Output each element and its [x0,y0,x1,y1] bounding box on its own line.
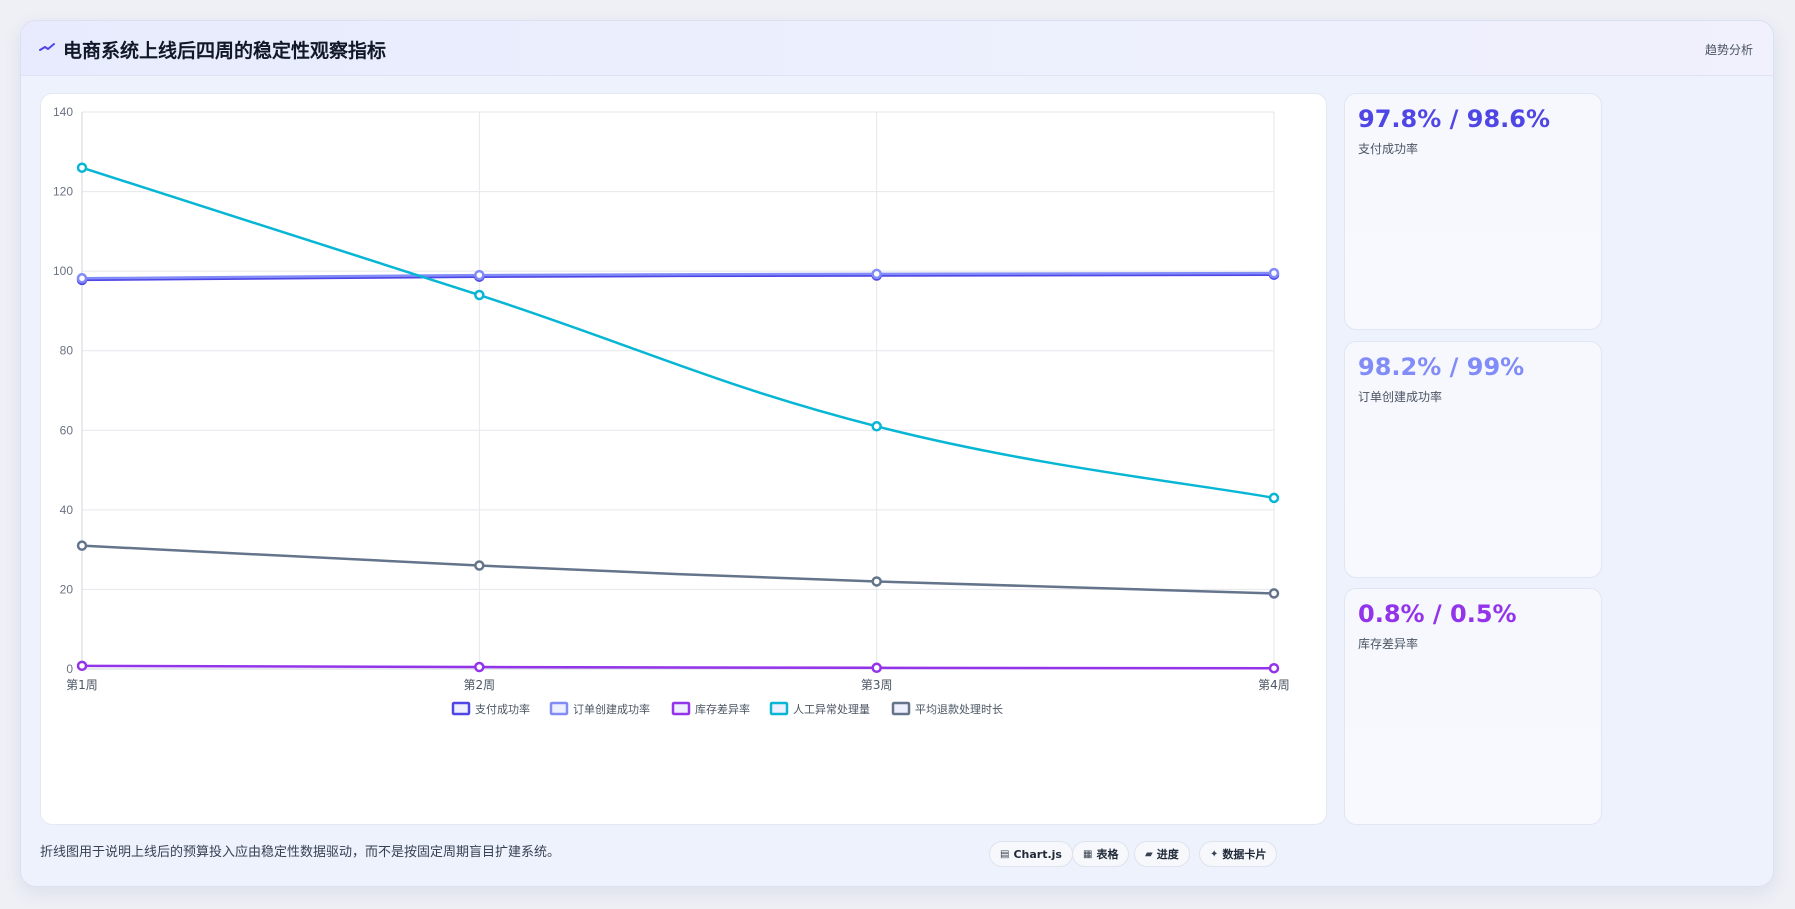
data-point [871,268,882,280]
data-point [76,540,88,551]
legend-swatch [451,701,471,716]
chip-label: 数据卡片 [1222,848,1267,861]
x-tick-label: 第1周 [66,678,98,692]
series-line [81,544,1275,595]
y-tick-label: 140 [53,105,73,119]
legend-swatch [549,701,569,716]
data-point [474,289,485,301]
data-point [474,661,485,673]
series-line [81,271,1275,280]
chip-label: Chart.js [1013,847,1062,861]
data-point [474,560,485,571]
legend-swatch [891,701,911,716]
trend-line-icon [39,43,55,51]
legend-swatch [671,701,691,716]
legend-label: 支付成功率 [475,702,530,716]
x-tick-label: 第2周 [464,678,496,692]
y-tick-label: 120 [53,185,73,199]
footer-note: 折线图用于说明上线后的预算投入应由稳定性数据驱动，而不是按固定周期盲目扩建系统。 [40,845,561,860]
metric-card-value: 97.8% / 98.6% [1358,105,1550,133]
metric-card-inventory: 0.8% / 0.5% 库存差异率 [1344,588,1602,825]
chip-data-card[interactable]: ✦ 数据卡片 [1199,841,1278,867]
metric-card-label: 支付成功率 [1358,142,1419,156]
metric-card-value: 98.2% / 99% [1358,353,1525,381]
panel-header: 电商系统上线后四周的稳定性观察指标 趋势分析 [21,21,1773,76]
metric-card-order: 98.2% / 99% 订单创建成功率 [1344,341,1602,578]
y-tick-label: 80 [60,344,74,358]
chip-label: 进度 [1156,848,1179,861]
dashboard-panel: 电商系统上线后四周的稳定性观察指标 趋势分析 0 20 40 60 80 100 120 14… [20,20,1774,887]
legend-swatch [769,701,789,716]
data-point [474,269,485,281]
metric-card-label: 库存差异率 [1358,637,1419,651]
chip-progress[interactable]: ▰ 进度 [1134,841,1190,867]
page-title: 电商系统上线后四周的稳定性观察指标 [63,40,387,62]
data-point [76,273,88,284]
y-tick-label: 0 [66,662,73,676]
legend-label: 订单创建成功率 [573,702,650,716]
line-chart-card: 0 20 40 60 80 100 120 140 第1周 第2周 第3周 第4周支付成功率 订单创建成… [40,93,1327,825]
data-point [871,576,882,587]
data-point [76,660,88,672]
chip-label: 表格 [1096,848,1119,861]
data-point [1268,662,1280,674]
metric-card-label: 订单创建成功率 [1358,390,1443,404]
series-line [81,166,1275,500]
y-tick-label: 40 [60,503,74,517]
data-point [871,421,882,432]
data-point [76,162,88,173]
legend-label: 平均退款处理时长 [915,702,1003,716]
y-tick-label: 20 [60,582,74,596]
legend-label: 人工异常处理量 [793,703,870,716]
legend-label: 库存差异率 [695,702,750,716]
trend-analysis-label: 趋势分析 [1704,43,1753,57]
x-tick-label: 第3周 [861,678,893,692]
sparkle-icon: ✦ [1210,848,1219,860]
y-tick-label: 60 [60,423,74,437]
table-icon: ▦ [1083,848,1093,860]
progress-icon: ▰ [1145,848,1153,860]
tech-chips: ▤ Chart.js ▦ 表格 ▰ 进度 ✦ 数据卡片 [21,841,1773,871]
series-line [81,273,1275,282]
data-point [871,662,882,674]
data-point [1268,492,1280,504]
chip-chartjs[interactable]: ▤ Chart.js [989,841,1073,867]
x-tick-label: 第4周 [1258,678,1290,692]
data-point [1268,267,1280,279]
y-tick-label: 100 [53,264,73,278]
data-point [1268,588,1280,599]
metric-card-payment: 97.8% / 98.6% 支付成功率 [1344,93,1602,330]
chart-icon: ▤ [1000,848,1010,860]
metric-card-value: 0.8% / 0.5% [1358,600,1517,628]
chip-table[interactable]: ▦ 表格 [1072,841,1130,867]
series-line [81,664,1275,670]
